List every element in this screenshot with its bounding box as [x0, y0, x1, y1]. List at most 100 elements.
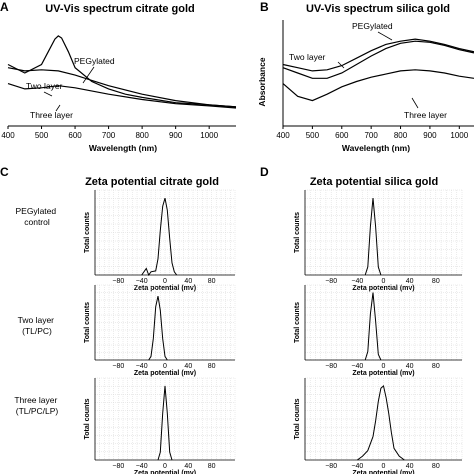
panel-b: UV-Vis spectrum silica gold Absorbance 4… [257, 3, 474, 153]
panel-a-x-ticks: 400 500 600 700 800 900 1000 [1, 126, 219, 140]
annotation-pegylated-a: PEGylated [74, 56, 115, 66]
panel-d-title: Zeta potential silica gold [310, 176, 438, 188]
panel-b-tick-label: 800 [394, 131, 408, 140]
zeta-tick-label: 80 [432, 278, 440, 285]
zeta-tick-label: 80 [208, 363, 216, 370]
zeta-tick-label: 40 [406, 278, 414, 285]
zeta-distribution-line [364, 198, 382, 276]
zeta-plots: −80 −40 0 40 80 Zeta potential (mv) Total coun… [84, 189, 463, 474]
zeta-d-subplot: −80 −40 0 40 80 Zeta potential (mv) Total coun… [294, 189, 463, 292]
panel-b-tick-label: 600 [335, 131, 349, 140]
panel-b-series-line [282, 38, 474, 72]
zeta-d-subplot: −80 −40 0 40 80 Zeta potential (mv) Total coun… [294, 284, 463, 377]
zeta-tick-label: 80 [432, 463, 440, 470]
panel-letter-a: A [0, 0, 9, 14]
panel-b-lines [282, 38, 474, 102]
zeta-x-label: Zeta potential (mv) [352, 470, 414, 474]
panel-letter-c: C [0, 165, 9, 179]
zeta-tick-label: −80 [112, 463, 124, 470]
zeta-tick-label: 80 [208, 278, 216, 285]
annotation-pegylated-a-pointer [82, 66, 95, 84]
panel-b-tick-label: 700 [364, 131, 378, 140]
zeta-tick-label: −80 [325, 363, 337, 370]
panel-a-tick-label: 600 [68, 131, 82, 140]
annotation-two-layer-a-pointer [43, 91, 53, 97]
row-label-three-layer: Three layer (TL/PC/LP) [14, 395, 59, 416]
panel-a-series-line [7, 83, 237, 109]
panel-a-tick-label: 1000 [200, 131, 218, 140]
zeta-tick-label: 40 [184, 363, 192, 370]
panel-b-y-label: Absorbance [257, 57, 267, 106]
zeta-x-label: Zeta potential (mv) [352, 285, 414, 292]
zeta-tick-label: −40 [351, 463, 363, 470]
annotation-pegylated-b-pointer [377, 31, 393, 41]
zeta-tick-label: 0 [382, 463, 386, 470]
panel-b-title: UV-Vis spectrum silica gold [306, 3, 450, 15]
row-label-three-layer-line2: (TL/PC/LP) [16, 406, 59, 416]
zeta-tick-label: 0 [163, 363, 167, 370]
panel-b-tick-label: 500 [306, 131, 320, 140]
zeta-y-label: Total counts [84, 398, 91, 439]
panel-b-x-ticks: 400 500 600 700 800 900 1000 [276, 126, 469, 140]
zeta-tick-label: −80 [325, 278, 337, 285]
annotation-three-layer-a-pointer [55, 104, 61, 112]
annotation-three-layer-b: Three layer [404, 110, 447, 120]
zeta-y-label: Total counts [294, 302, 301, 343]
zeta-tick-label: 40 [184, 278, 192, 285]
annotation-three-layer-b-pointer [411, 97, 419, 109]
zeta-y-label: Total counts [294, 212, 301, 253]
row-label-pegylated-line2: control [24, 217, 50, 227]
zeta-tick-label: −40 [351, 363, 363, 370]
panel-b-series-line [282, 69, 474, 102]
zeta-tick-label: 0 [163, 278, 167, 285]
row-label-two-layer-line2: (TL/PC) [22, 326, 52, 336]
zeta-tick-label: 80 [432, 363, 440, 370]
zeta-y-label: Total counts [84, 212, 91, 253]
row-label-two-layer-line1: Two layer [18, 315, 55, 325]
annotation-three-layer-a: Three layer [30, 110, 73, 120]
annotation-pegylated-b: PEGylated [352, 21, 393, 31]
panel-a-tick-label: 400 [1, 131, 15, 140]
panel-a-lines [7, 35, 237, 109]
panel-b-tick-label: 900 [423, 131, 437, 140]
zeta-tick-label: 0 [382, 363, 386, 370]
zeta-distribution-line [157, 385, 173, 461]
zeta-tick-label: 0 [382, 278, 386, 285]
panel-a-tick-label: 700 [102, 131, 116, 140]
panel-b-tick-label: 400 [276, 131, 290, 140]
row-label-three-layer-line1: Three layer [14, 395, 57, 405]
annotation-two-layer-a: Two layer [26, 81, 63, 91]
annotation-two-layer-b-pointer [337, 61, 345, 69]
zeta-tick-label: −40 [351, 278, 363, 285]
zeta-c-subplot: −80 −40 0 40 80 Zeta potential (mv) Total coun… [84, 284, 236, 377]
zeta-tick-label: 80 [208, 463, 216, 470]
zeta-y-label: Total counts [84, 302, 91, 343]
panel-a-tick-label: 500 [35, 131, 49, 140]
panel-letter-b: B [260, 0, 269, 14]
zeta-c-subplot: −80 −40 0 40 80 Zeta potential (mv) Total coun… [84, 189, 236, 292]
panel-c-title: Zeta potential citrate gold [85, 176, 219, 188]
panel-a-x-label: Wavelength (nm) [89, 143, 157, 153]
zeta-distribution-line [148, 295, 168, 361]
zeta-tick-label: −80 [112, 363, 124, 370]
panel-a-title: UV-Vis spectrum citrate gold [45, 3, 195, 15]
zeta-x-label: Zeta potential (mv) [134, 470, 196, 474]
panel-b-x-label: Wavelength (nm) [342, 143, 410, 153]
zeta-tick-label: −40 [136, 278, 148, 285]
panel-a-series-line [7, 35, 237, 108]
zeta-tick-label: 40 [406, 463, 414, 470]
zeta-tick-label: −80 [325, 463, 337, 470]
row-label-two-layer: Two layer (TL/PC) [18, 315, 57, 336]
zeta-distribution-line [357, 384, 405, 461]
zeta-x-label: Zeta potential (mv) [352, 370, 414, 377]
zeta-tick-label: −40 [136, 463, 148, 470]
panel-a: UV-Vis spectrum citrate gold 400 500 600 70… [1, 3, 237, 153]
zeta-x-label: Zeta potential (mv) [134, 285, 196, 292]
annotation-two-layer-b: Two layer [289, 52, 326, 62]
zeta-tick-label: 40 [184, 463, 192, 470]
zeta-y-label: Total counts [294, 398, 301, 439]
row-label-pegylated-line1: PEGylated [15, 206, 56, 216]
zeta-distribution-line [364, 292, 382, 361]
row-label-pegylated: PEGylated control [15, 206, 58, 227]
